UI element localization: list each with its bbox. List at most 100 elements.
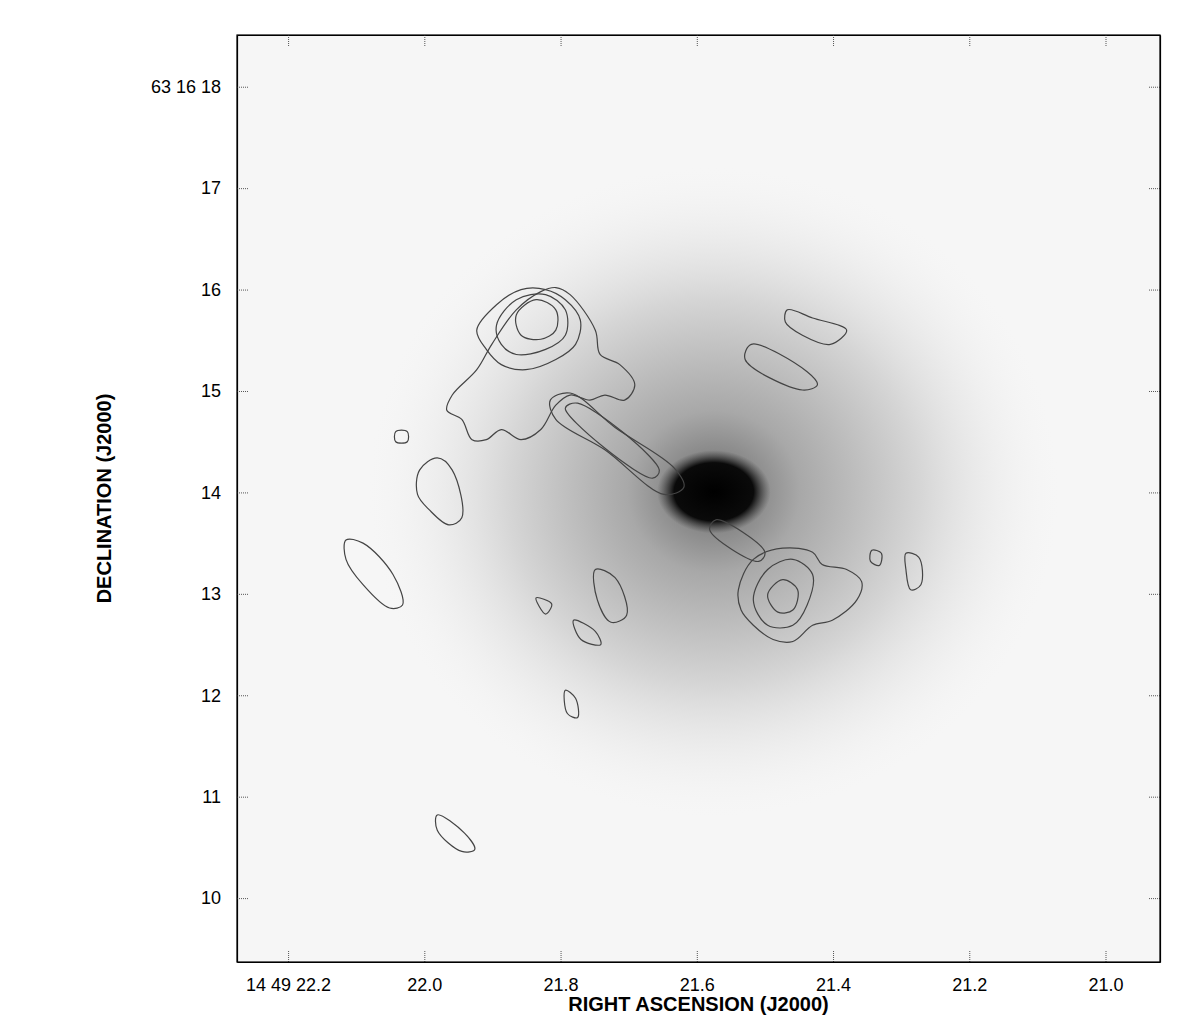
tick bbox=[833, 35, 834, 47]
tick bbox=[1148, 898, 1160, 899]
contour bbox=[745, 344, 818, 390]
tick bbox=[697, 35, 698, 47]
tick-mark bbox=[237, 594, 249, 595]
tick-mark bbox=[1106, 35, 1107, 47]
tick bbox=[561, 35, 562, 47]
contour bbox=[565, 403, 659, 478]
contour bbox=[516, 300, 558, 340]
tick-label: 17 bbox=[201, 178, 221, 198]
tick-mark bbox=[697, 35, 698, 47]
contour bbox=[905, 553, 923, 590]
tick-label: 21.8 bbox=[544, 975, 579, 995]
contour bbox=[564, 690, 579, 718]
tick bbox=[969, 35, 970, 47]
tick bbox=[424, 35, 425, 47]
contour bbox=[550, 393, 685, 495]
x-axis-top bbox=[238, 35, 1161, 47]
contour bbox=[785, 309, 847, 344]
tick-mark bbox=[237, 695, 249, 696]
tick-mark bbox=[237, 290, 249, 291]
tick-label: 22.0 bbox=[407, 975, 442, 995]
contour bbox=[416, 458, 463, 525]
tick-mark bbox=[237, 797, 249, 798]
tick-mark bbox=[237, 87, 249, 88]
tick: 21.2 bbox=[952, 950, 987, 995]
tick bbox=[1148, 188, 1160, 189]
tick: 12 bbox=[201, 686, 249, 706]
tick-mark bbox=[288, 950, 289, 962]
tick-mark bbox=[1148, 797, 1160, 798]
tick-mark bbox=[1148, 290, 1160, 291]
tick: 21.0 bbox=[1088, 950, 1123, 995]
y-axis-title: DECLINATION (J2000) bbox=[93, 394, 115, 604]
tick-mark bbox=[1148, 594, 1160, 595]
tick-mark bbox=[424, 950, 425, 962]
tick-mark bbox=[1106, 950, 1107, 962]
tick-label: 14 bbox=[201, 483, 221, 503]
tick-label: 11 bbox=[202, 787, 221, 807]
x-axis-title: RIGHT ASCENSION (J2000) bbox=[568, 993, 828, 1015]
tick bbox=[1148, 797, 1160, 798]
plot: 14 49 22.2 22.0 21.8 21.6 21.4 21.2 21.0 63 16 … bbox=[151, 35, 1161, 995]
tick bbox=[1148, 391, 1160, 392]
tick-label: 21.0 bbox=[1088, 975, 1123, 995]
contour bbox=[477, 288, 581, 370]
tick: 21.6 bbox=[680, 950, 715, 995]
contour bbox=[753, 559, 813, 628]
y-axis: 63 16 18 17 16 15 14 13 12 11 10 bbox=[151, 36, 249, 963]
tick-mark bbox=[1148, 391, 1160, 392]
tick: 17 bbox=[201, 178, 249, 198]
tick: 16 bbox=[201, 280, 249, 300]
tick: 21.4 bbox=[816, 950, 851, 995]
tick-label: 13 bbox=[201, 584, 221, 604]
tick-mark bbox=[237, 898, 249, 899]
tick-label: 21.2 bbox=[952, 975, 987, 995]
tick-mark bbox=[561, 35, 562, 47]
tick-mark bbox=[833, 35, 834, 47]
contour bbox=[593, 569, 627, 623]
x-axis: 14 49 22.2 22.0 21.8 21.6 21.4 21.2 21.0 bbox=[238, 950, 1161, 995]
plot-frame bbox=[237, 35, 1160, 962]
tick: 11 bbox=[202, 787, 249, 807]
contour bbox=[496, 294, 568, 355]
contour bbox=[870, 550, 882, 566]
contour bbox=[446, 287, 634, 441]
marks bbox=[344, 167, 1059, 852]
tick-mark bbox=[1148, 188, 1160, 189]
galaxy-halo bbox=[369, 167, 1059, 816]
tick-mark bbox=[969, 35, 970, 47]
tick-label: 21.6 bbox=[680, 975, 715, 995]
tick bbox=[1106, 35, 1107, 47]
tick-mark bbox=[833, 950, 834, 962]
tick-mark bbox=[424, 35, 425, 47]
tick-label: 14 49 22.2 bbox=[246, 975, 331, 995]
chart: 14 49 22.2 22.0 21.8 21.6 21.4 21.2 21.0 63 16 … bbox=[0, 0, 1184, 1025]
tick-label: 63 16 18 bbox=[151, 77, 221, 97]
contour bbox=[394, 430, 408, 443]
tick-mark bbox=[237, 492, 249, 493]
tick: 21.8 bbox=[544, 950, 579, 995]
tick: 13 bbox=[201, 584, 249, 604]
tick-label: 10 bbox=[201, 888, 221, 908]
tick-label: 12 bbox=[201, 686, 221, 706]
tick: 22.0 bbox=[407, 950, 442, 995]
tick-label: 15 bbox=[201, 381, 221, 401]
tick: 15 bbox=[201, 381, 249, 401]
tick-mark bbox=[237, 391, 249, 392]
contour bbox=[768, 580, 799, 614]
tick-mark bbox=[697, 950, 698, 962]
tick: 14 49 22.2 bbox=[246, 950, 331, 995]
tick bbox=[1148, 87, 1160, 88]
tick: 10 bbox=[201, 888, 249, 908]
tick-mark bbox=[1148, 492, 1160, 493]
contour bbox=[573, 620, 601, 645]
tick-mark bbox=[288, 35, 289, 47]
tick-mark bbox=[969, 950, 970, 962]
contour bbox=[738, 548, 862, 643]
tick bbox=[1148, 290, 1160, 291]
tick-label: 16 bbox=[201, 280, 221, 300]
tick-mark bbox=[237, 188, 249, 189]
contour bbox=[536, 598, 552, 615]
tick bbox=[1148, 594, 1160, 595]
tick-mark bbox=[1148, 87, 1160, 88]
